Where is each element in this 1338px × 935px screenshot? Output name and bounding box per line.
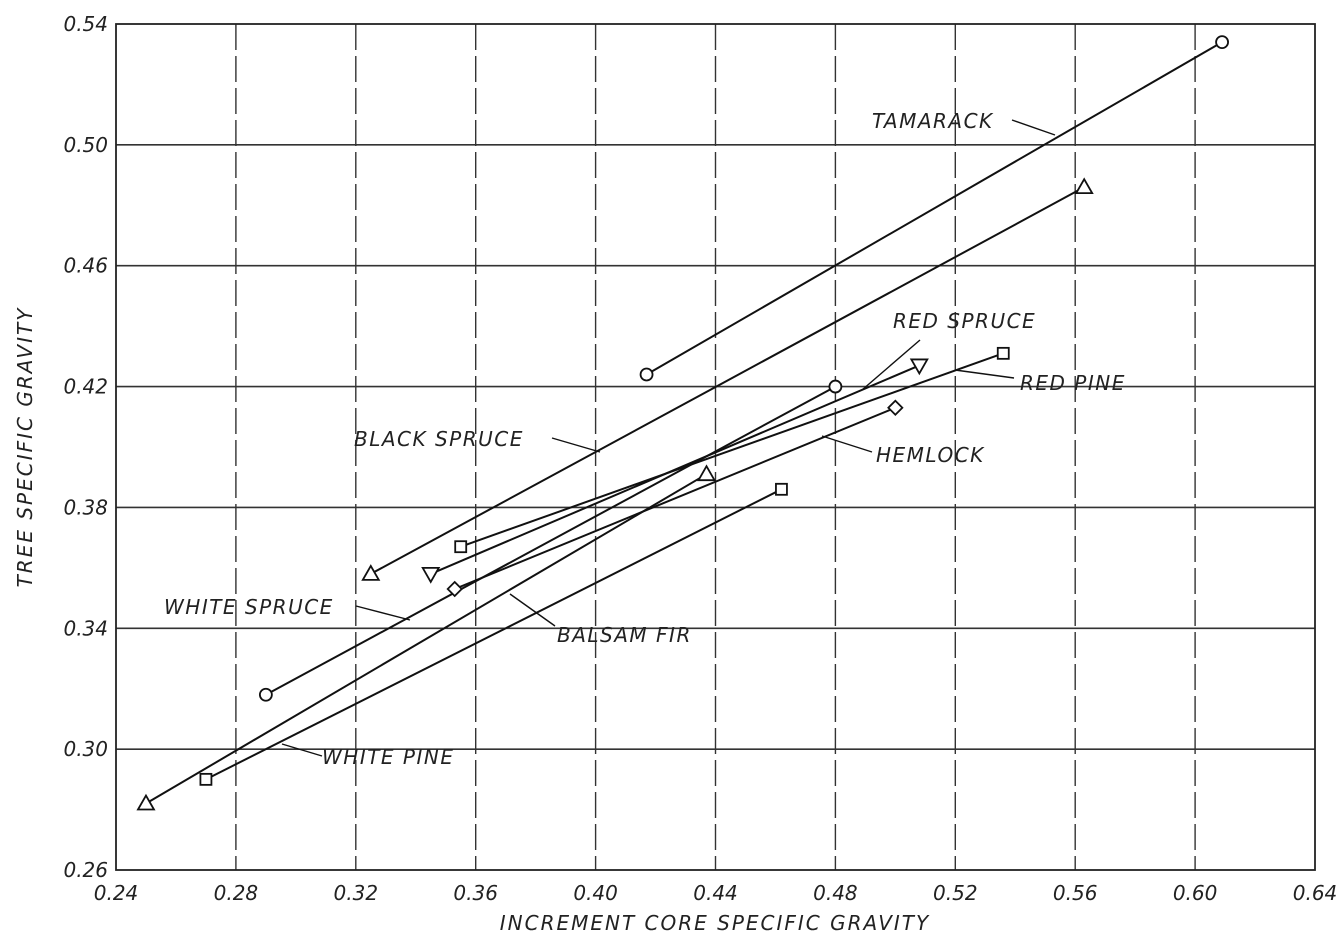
- data-point-balsam-fir: [136, 793, 156, 811]
- x-tick-label: 0.52: [933, 881, 978, 905]
- label-red-pine: RED PINE: [1020, 371, 1126, 395]
- y-tick-label: 0.26: [63, 858, 108, 882]
- data-point-red-pine: [996, 346, 1010, 360]
- x-tick-label: 0.56: [1053, 881, 1098, 905]
- x-axis-ticks: 0.24 0.28 0.32 0.36 0.40 0.44 0.48 0.52 0.56 0.60…: [94, 881, 1338, 905]
- x-tick-label: 0.40: [573, 881, 618, 905]
- data-point-tamarack: [639, 367, 654, 382]
- label-balsam-fir: BALSAM FIR: [557, 623, 692, 647]
- data-point-red-spruce: [421, 567, 441, 584]
- data-point-hemlock: [887, 399, 904, 416]
- x-tick-label: 0.28: [214, 881, 259, 905]
- series-markers: [136, 35, 1229, 811]
- data-point-black-spruce: [361, 564, 381, 581]
- x-axis-title: INCREMENT CORE SPECIFIC GRAVITY: [500, 911, 930, 935]
- x-tick-label: 0.60: [1173, 881, 1218, 905]
- x-tick-label: 0.32: [334, 881, 379, 905]
- leader-white-spruce: [355, 605, 411, 621]
- data-point-black-spruce: [1074, 177, 1094, 195]
- data-point-white-pine: [775, 482, 788, 496]
- x-tick-label: 0.64: [1293, 881, 1338, 905]
- data-point-red-pine: [454, 540, 468, 554]
- y-tick-label: 0.34: [63, 616, 108, 640]
- x-tick-label: 0.44: [693, 881, 738, 905]
- label-hemlock: HEMLOCK: [876, 443, 985, 467]
- leader-white-pine: [281, 743, 323, 757]
- y-tick-label: 0.42: [63, 375, 108, 399]
- x-tick-label: 0.24: [94, 881, 139, 905]
- label-red-spruce: RED SPRUCE: [893, 309, 1036, 333]
- x-tick-label: 0.48: [813, 881, 858, 905]
- data-point-red-spruce: [909, 358, 929, 376]
- series-line-white-spruce: [265, 385, 836, 696]
- y-axis-title: TREE SPECIFIC GRAVITY: [13, 307, 37, 588]
- label-tamarack: TAMARACK: [872, 109, 994, 133]
- label-white-spruce: WHITE SPRUCE: [164, 595, 334, 619]
- x-tick-label: 0.36: [453, 881, 498, 905]
- leader-tamarack: [1011, 119, 1056, 136]
- series-line-white-pine: [205, 488, 782, 781]
- label-white-pine: WHITE PINE: [322, 745, 454, 769]
- series-line-tamarack: [646, 41, 1223, 376]
- data-point-white-spruce: [828, 379, 843, 394]
- leader-red-pine: [954, 369, 1015, 379]
- y-tick-label: 0.38: [63, 495, 108, 519]
- series-line-black-spruce: [370, 186, 1085, 575]
- plot-frame: [115, 23, 1316, 871]
- label-black-spruce: BLACK SPRUCE: [354, 427, 524, 451]
- series-lines: [145, 41, 1223, 805]
- y-axis-ticks: 0.26 0.30 0.34 0.38 0.42 0.46 0.50 0.54: [63, 12, 108, 882]
- data-point-white-pine: [199, 772, 213, 786]
- data-point-white-spruce: [258, 687, 273, 702]
- leader-balsam-fir: [509, 593, 556, 627]
- data-point-balsam-fir: [696, 464, 717, 482]
- leader-red-spruce: [861, 339, 921, 391]
- series-line-balsam-fir: [145, 473, 708, 805]
- label-leaders: [281, 119, 1056, 757]
- y-tick-label: 0.54: [63, 12, 108, 36]
- y-tick-label: 0.50: [63, 133, 108, 157]
- leader-black-spruce: [551, 437, 601, 453]
- leader-hemlock: [821, 435, 873, 453]
- data-point-hemlock: [446, 580, 463, 598]
- series-line-red-pine: [460, 352, 1004, 548]
- y-tick-label: 0.30: [63, 737, 108, 761]
- y-tick-label: 0.46: [63, 254, 108, 278]
- series-line-hemlock: [454, 406, 896, 590]
- series-labels: TAMARACK BLACK SPRUCE RED SPRUCE RED PINE HE…: [164, 109, 1126, 769]
- grid: [116, 24, 1315, 870]
- data-point-tamarack: [1215, 35, 1229, 50]
